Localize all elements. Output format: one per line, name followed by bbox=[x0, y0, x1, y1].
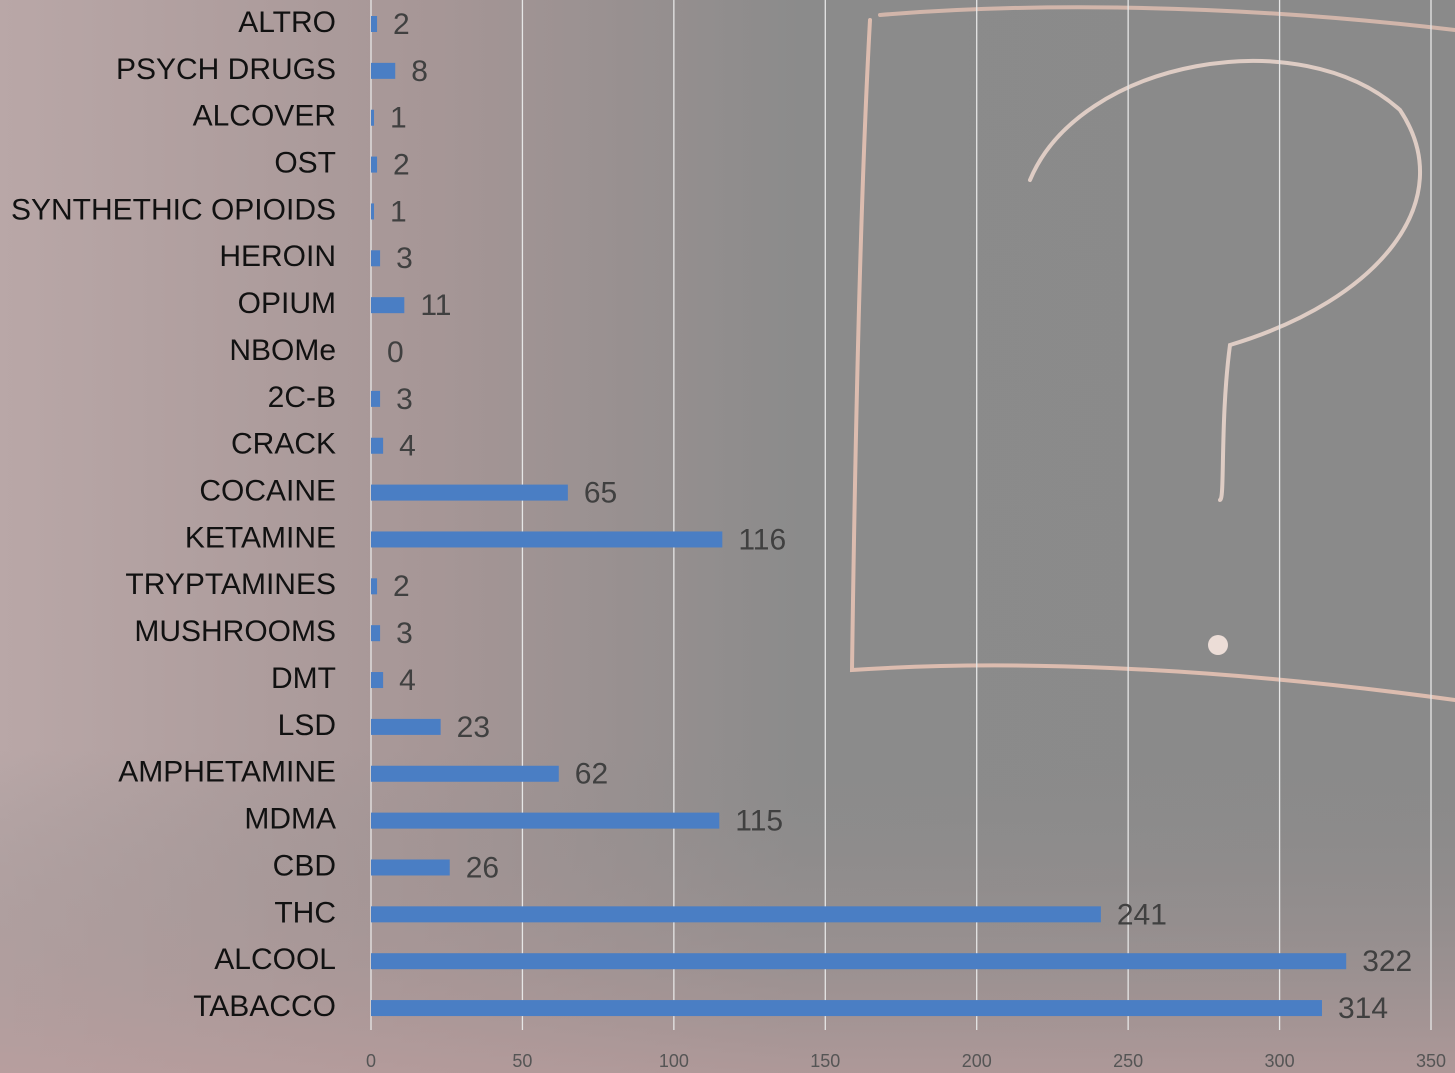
bar bbox=[371, 16, 378, 32]
bar bbox=[371, 156, 378, 173]
bar bbox=[371, 859, 450, 876]
value-label: 62 bbox=[575, 758, 608, 791]
value-label: 2 bbox=[393, 8, 410, 41]
x-tick-label: 250 bbox=[1113, 1051, 1143, 1071]
bar bbox=[371, 812, 720, 829]
value-label: 241 bbox=[1117, 898, 1167, 931]
bar bbox=[371, 953, 1347, 970]
value-label: 1 bbox=[390, 195, 407, 228]
x-tick-label: 100 bbox=[659, 1051, 689, 1071]
value-label: 3 bbox=[396, 383, 413, 416]
category-label: SYNTHETHIC OPIOIDS bbox=[11, 193, 336, 226]
value-label: 23 bbox=[457, 711, 490, 744]
category-label: ALTRO bbox=[238, 6, 336, 39]
plot-area: 0 50 100 150 200 250 300 350 ALTRO 2 PSYCH DRUGS 8 A… bbox=[11, 0, 1446, 1071]
value-label: 4 bbox=[399, 664, 416, 697]
value-label: 2 bbox=[393, 570, 410, 603]
value-label: 314 bbox=[1338, 992, 1388, 1025]
bar bbox=[371, 578, 378, 595]
bar bbox=[371, 109, 375, 126]
category-label: TABACCO bbox=[193, 990, 336, 1023]
category-label: COCAINE bbox=[199, 475, 336, 508]
bar bbox=[371, 390, 381, 407]
value-label: 3 bbox=[396, 242, 413, 275]
category-label: NBOMe bbox=[229, 334, 336, 367]
category-label: LSD bbox=[278, 709, 336, 742]
x-tick-label: 0 bbox=[366, 1051, 376, 1071]
value-label: 8 bbox=[411, 55, 428, 88]
value-label: 4 bbox=[399, 430, 416, 463]
value-label: 0 bbox=[387, 336, 404, 369]
bar bbox=[371, 765, 559, 782]
bar bbox=[371, 906, 1101, 923]
bar bbox=[371, 437, 384, 454]
bar bbox=[371, 203, 375, 220]
category-label: CBD bbox=[273, 849, 336, 882]
category-label: KETAMINE bbox=[185, 521, 336, 554]
category-label: THC bbox=[274, 896, 336, 929]
value-label: 26 bbox=[466, 851, 499, 884]
bar bbox=[371, 718, 441, 735]
category-label: CRACK bbox=[231, 428, 336, 461]
x-tick-label: 300 bbox=[1265, 1051, 1295, 1071]
category-label: OST bbox=[274, 147, 336, 180]
x-tick-label: 200 bbox=[962, 1051, 992, 1071]
x-tick-label: 350 bbox=[1416, 1051, 1446, 1071]
bar bbox=[371, 1000, 1322, 1017]
value-label: 11 bbox=[420, 289, 451, 322]
category-label: MDMA bbox=[244, 803, 336, 836]
x-tick-label: 50 bbox=[512, 1051, 532, 1071]
bar bbox=[371, 297, 405, 314]
bar bbox=[371, 484, 568, 501]
value-label: 115 bbox=[735, 805, 783, 838]
bar bbox=[371, 250, 381, 267]
question-mark-decoration bbox=[849, 5, 1455, 702]
bar bbox=[371, 531, 723, 548]
category-label: HEROIN bbox=[219, 240, 336, 273]
value-label: 3 bbox=[396, 617, 413, 650]
category-label: ALCOOL bbox=[214, 943, 336, 976]
value-label: 116 bbox=[738, 523, 786, 556]
category-label: 2C-B bbox=[268, 381, 336, 414]
category-label: ALCOVER bbox=[193, 100, 336, 133]
value-label: 65 bbox=[584, 477, 617, 510]
category-label: AMPHETAMINE bbox=[118, 756, 336, 789]
category-label: DMT bbox=[271, 662, 336, 695]
category-label: TRYPTAMINES bbox=[125, 568, 336, 601]
category-label: OPIUM bbox=[238, 287, 336, 320]
value-label: 322 bbox=[1362, 945, 1412, 978]
category-label: PSYCH DRUGS bbox=[116, 53, 336, 86]
category-label: MUSHROOMS bbox=[134, 615, 336, 648]
value-label: 1 bbox=[390, 102, 407, 135]
x-tick-label: 150 bbox=[810, 1051, 840, 1071]
bar bbox=[371, 625, 381, 642]
value-label: 2 bbox=[393, 149, 410, 182]
bar bbox=[371, 62, 396, 79]
bar bbox=[371, 672, 384, 689]
